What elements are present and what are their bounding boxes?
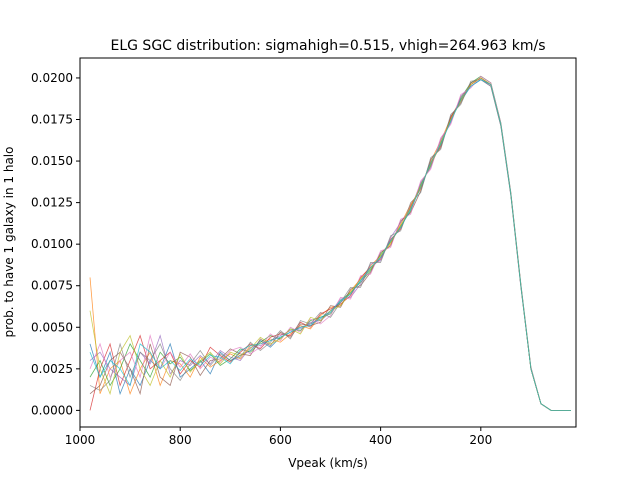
y-tick-label: 0.0150 — [31, 154, 73, 168]
y-tick-label: 0.0050 — [31, 320, 73, 334]
y-tick-label: 0.0175 — [31, 113, 73, 127]
x-axis-title: Vpeak (km/s) — [288, 456, 368, 470]
plot-frame — [79, 57, 577, 428]
tick-layer: 1000 800 600 400 200 0.0000 0.0025 0.0050 0.0075… — [31, 71, 492, 447]
chart-title: ELG SGC distribution: sigmahigh=0.515, v… — [110, 38, 545, 54]
series-layer — [89, 75, 571, 411]
x-tick-label: 200 — [469, 433, 492, 447]
y-tick-label: 0.0200 — [31, 71, 73, 85]
series-line-7 — [89, 75, 571, 411]
y-tick-label: 0.0000 — [31, 403, 73, 417]
x-tick-label: 400 — [369, 433, 392, 447]
series-line-8 — [89, 79, 571, 411]
x-tick-label: 800 — [169, 433, 192, 447]
y-tick-label: 0.0125 — [31, 196, 73, 210]
y-tick-label: 0.0025 — [31, 362, 73, 376]
x-tick-label: 600 — [269, 433, 292, 447]
y-axis-title: prob. to have 1 galaxy in 1 halo — [2, 147, 16, 338]
y-tick-label: 0.0100 — [31, 237, 73, 251]
y-tick-label: 0.0075 — [31, 279, 73, 293]
series-line-10 — [89, 79, 571, 411]
x-tick-label: 1000 — [65, 433, 96, 447]
